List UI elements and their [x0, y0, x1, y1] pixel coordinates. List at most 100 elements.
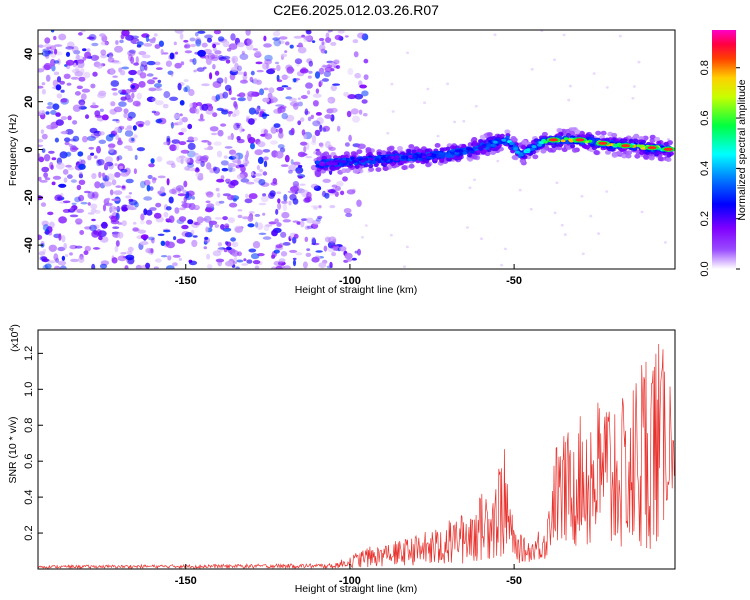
- noise-blob: [172, 262, 178, 267]
- noise-blob: [273, 39, 282, 47]
- ridge-cell: [314, 171, 321, 177]
- noise-blob: [84, 51, 92, 59]
- ridge-peak: [360, 159, 366, 163]
- noise-blob: [195, 167, 199, 171]
- noise-blob: [98, 235, 103, 241]
- noise-blob: [187, 150, 196, 158]
- noise-blob: [168, 215, 175, 223]
- noise-blob: [252, 241, 261, 249]
- noise-blob: [90, 208, 97, 213]
- noise-blob: [181, 116, 188, 123]
- noise-blob: [248, 118, 255, 125]
- noise-blob: [121, 89, 127, 95]
- noise-blob: [348, 134, 352, 142]
- noise-blob: [155, 100, 164, 106]
- noise-blob: [59, 151, 68, 159]
- noise-blob: [67, 174, 73, 179]
- noise-blob: [181, 231, 190, 237]
- noise-blob: [254, 50, 262, 58]
- noise-blob: [245, 30, 251, 36]
- noise-blob: [446, 82, 450, 86]
- noise-blob: [241, 263, 249, 266]
- noise-blob: [529, 207, 533, 211]
- y-tick-label: 0: [23, 146, 35, 152]
- ridge-cell: [588, 136, 593, 141]
- noise-blob: [304, 108, 309, 116]
- ridge-cell: [376, 151, 382, 156]
- noise-blob: [243, 71, 247, 77]
- noise-blob: [69, 244, 78, 250]
- ridge-peak: [563, 137, 569, 141]
- ridge-peak: [509, 142, 514, 145]
- noise-blob: [300, 220, 305, 228]
- ridge-peak: [519, 153, 524, 157]
- noise-blob: [177, 83, 182, 91]
- noise-blob: [94, 114, 103, 118]
- noise-blob: [183, 180, 188, 188]
- noise-blob: [273, 249, 280, 254]
- noise-blob: [263, 43, 272, 48]
- ridge-cell: [374, 157, 379, 162]
- noise-blob: [38, 138, 44, 143]
- ridge-peak: [472, 146, 478, 150]
- noise-blob: [140, 234, 149, 240]
- noise-blob: [133, 62, 140, 66]
- noise-blob: [62, 169, 69, 175]
- noise-blob: [93, 247, 100, 250]
- ridge-peak: [493, 140, 498, 144]
- noise-blob: [76, 85, 83, 90]
- noise-blob: [192, 235, 198, 238]
- noise-blob: [228, 167, 236, 172]
- noise-blob: [154, 83, 162, 88]
- noise-blob: [205, 207, 213, 213]
- noise-blob: [389, 233, 393, 237]
- noise-blob: [237, 159, 242, 166]
- noise-blob: [74, 196, 81, 203]
- noise-blob: [320, 127, 325, 132]
- noise-blob: [567, 98, 571, 102]
- noise-blob: [225, 59, 231, 64]
- noise-blob: [91, 42, 99, 47]
- noise-blob: [280, 251, 288, 257]
- noise-blob: [193, 69, 197, 73]
- noise-blob: [57, 246, 66, 252]
- noise-blob: [41, 220, 49, 227]
- noise-blob: [78, 163, 86, 170]
- noise-blob: [113, 106, 123, 113]
- noise-blob: [100, 41, 109, 46]
- noise-blob: [46, 105, 53, 110]
- y-tick-label: 1.2: [23, 346, 35, 361]
- noise-blob: [56, 76, 62, 83]
- noise-blob: [286, 66, 295, 74]
- noise-blob: [218, 55, 224, 60]
- noise-blob: [297, 175, 303, 179]
- noise-blob: [121, 185, 126, 189]
- noise-blob: [213, 30, 221, 35]
- ridge-cell: [595, 130, 602, 136]
- noise-blob: [102, 175, 110, 183]
- noise-blob: [125, 178, 134, 184]
- noise-blob: [80, 159, 86, 166]
- noise-blob: [327, 30, 332, 33]
- noise-blob: [352, 39, 359, 44]
- noise-blob: [63, 242, 67, 250]
- noise-blob: [144, 120, 151, 126]
- noise-blob: [151, 97, 157, 102]
- noise-blob: [149, 186, 154, 191]
- noise-blob: [152, 177, 158, 181]
- noise-blob: [244, 198, 253, 204]
- noise-blob: [313, 206, 318, 210]
- noise-blob: [94, 181, 101, 189]
- noise-blob: [178, 141, 187, 146]
- noise-blob: [100, 49, 107, 56]
- noise-blob: [65, 151, 72, 157]
- noise-blob: [311, 238, 317, 245]
- noise-blob: [306, 191, 312, 200]
- ridge-cell: [634, 153, 641, 159]
- noise-blob: [74, 55, 84, 60]
- noise-blob: [263, 156, 269, 161]
- y-tick-label: 20: [23, 96, 35, 108]
- noise-blob: [312, 40, 316, 43]
- noise-blob: [592, 72, 596, 75]
- noise-blob: [173, 236, 177, 241]
